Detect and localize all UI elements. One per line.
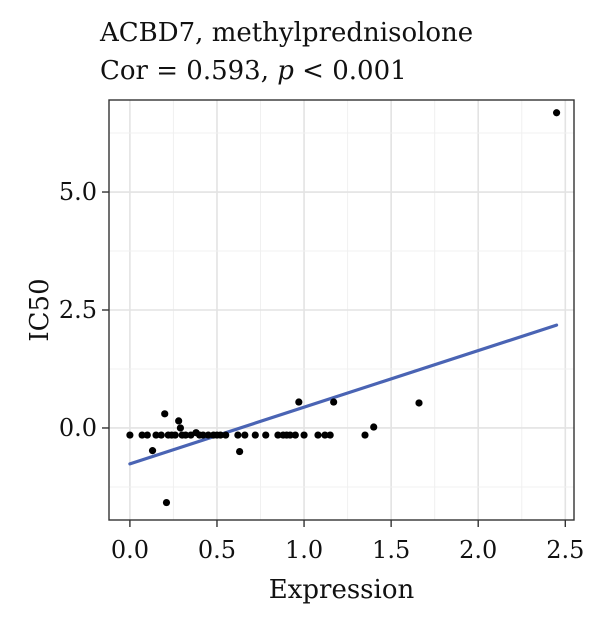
data-point bbox=[251, 431, 259, 439]
y-tick-label: 0.0 bbox=[59, 414, 97, 442]
y-tick-label: 5.0 bbox=[59, 178, 97, 206]
data-point bbox=[326, 431, 334, 439]
data-point bbox=[204, 431, 212, 439]
data-point bbox=[152, 431, 160, 439]
fit-line-group bbox=[128, 323, 559, 466]
data-point bbox=[286, 431, 294, 439]
data-point bbox=[171, 431, 179, 439]
data-point bbox=[274, 431, 282, 439]
x-tick-label: 2.0 bbox=[459, 536, 497, 564]
data-point bbox=[234, 431, 242, 439]
data-point bbox=[361, 431, 369, 439]
data-point bbox=[199, 431, 207, 439]
data-point bbox=[321, 431, 329, 439]
data-point bbox=[370, 423, 378, 431]
data-point bbox=[175, 417, 183, 425]
data-point bbox=[330, 398, 338, 406]
x-tick-label: 0.5 bbox=[198, 536, 236, 564]
data-point bbox=[182, 431, 190, 439]
subtitle-threshold: < 0.001 bbox=[293, 56, 407, 86]
data-points bbox=[126, 109, 561, 507]
chart-title: ACBD7, methylprednisolone bbox=[100, 18, 474, 48]
data-point bbox=[176, 424, 185, 432]
data-point bbox=[216, 431, 225, 439]
y-tick-label: 2.5 bbox=[59, 296, 97, 324]
x-axis: 0.0 0.5 1.0 1.5 2.0 2.5 bbox=[111, 520, 584, 564]
data-point bbox=[236, 447, 244, 456]
x-axis-label: Expression bbox=[269, 575, 415, 605]
data-point bbox=[314, 431, 322, 439]
data-point bbox=[126, 431, 134, 439]
x-tick-label: 2.5 bbox=[546, 536, 584, 564]
grid-lines bbox=[109, 100, 574, 520]
data-point bbox=[295, 398, 303, 406]
y-axis-label: IC50 bbox=[25, 278, 55, 341]
data-point bbox=[138, 431, 146, 439]
y-axis: 0.0 2.5 5.0 bbox=[59, 178, 109, 442]
data-point bbox=[143, 431, 151, 439]
data-point bbox=[162, 498, 171, 507]
data-point bbox=[148, 447, 157, 455]
fit-line bbox=[128, 323, 559, 466]
data-point bbox=[552, 109, 561, 117]
subtitle-cor: Cor = 0.593, bbox=[100, 56, 278, 86]
x-tick-label: 1.5 bbox=[372, 536, 410, 564]
subtitle-p: p bbox=[277, 56, 294, 86]
data-point bbox=[161, 410, 169, 418]
x-tick-label: 0.0 bbox=[111, 536, 149, 564]
data-point bbox=[415, 399, 423, 407]
data-point bbox=[300, 431, 308, 439]
x-tick-label: 1.0 bbox=[285, 536, 323, 564]
data-point bbox=[291, 431, 299, 439]
chart-subtitle: Cor = 0.593, p < 0.001 bbox=[100, 56, 407, 86]
data-point bbox=[157, 431, 165, 439]
data-point bbox=[222, 431, 230, 439]
data-point bbox=[241, 431, 249, 439]
data-point bbox=[262, 431, 270, 439]
